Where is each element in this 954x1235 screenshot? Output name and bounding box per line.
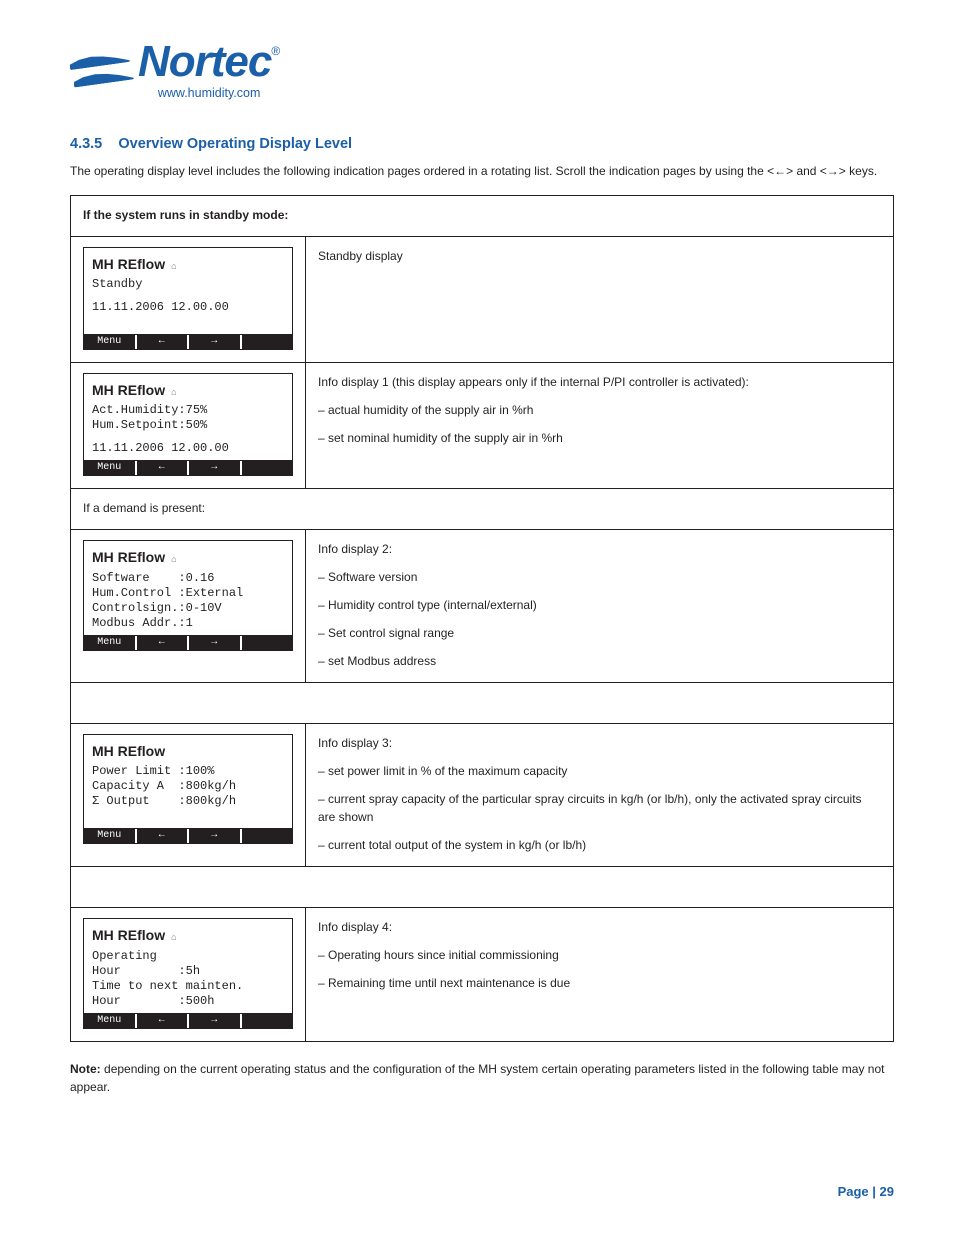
left-button[interactable]: ← xyxy=(137,461,190,475)
right-button[interactable]: → xyxy=(189,636,242,650)
lcd-screen: MH REflow ⌂ Act.Humidity:75% Hum.Setpoin… xyxy=(83,373,293,477)
screen-description: Info display 4: – Operating hours since … xyxy=(306,908,894,1042)
lcd-line: Act.Humidity:75% xyxy=(92,403,284,418)
lcd-line: Hum.Setpoint:50% xyxy=(92,418,284,433)
lcd-line: Hum.Control :External xyxy=(92,586,284,601)
lcd-line: Σ Output :800kg/h xyxy=(92,794,284,809)
section-heading: 4.3.5 Overview Operating Display Level xyxy=(70,136,894,152)
lcd-line: Power Limit :100% xyxy=(92,764,284,779)
screen-description: Info display 1 (this display appears onl… xyxy=(306,362,894,489)
screen-description: Info display 3: – set power limit in % o… xyxy=(306,724,894,867)
right-button[interactable]: → xyxy=(189,461,242,475)
lcd-title: MH REflow xyxy=(92,254,165,275)
blank-row xyxy=(71,867,894,908)
logo-url: www.humidity.com xyxy=(138,86,280,100)
section-title: Overview Operating Display Level xyxy=(118,136,352,152)
lcd-line: Controlsign.:0-10V xyxy=(92,601,284,616)
blank-row xyxy=(71,683,894,724)
lcd-line: Standby xyxy=(92,277,284,292)
lcd-title: MH REflow xyxy=(92,925,165,946)
brand-logo: Nortec® www.humidity.com xyxy=(70,40,894,100)
note-body: depending on the current operating statu… xyxy=(70,1062,884,1095)
screen-description: Info display 2: – Software version – Hum… xyxy=(306,530,894,683)
antenna-icon: ⌂ xyxy=(171,931,176,947)
left-button[interactable]: ← xyxy=(137,1014,190,1028)
menu-button[interactable]: Menu xyxy=(84,335,137,349)
blank-button xyxy=(242,461,293,475)
logo-text: Nortec xyxy=(138,37,271,86)
antenna-icon: ⌂ xyxy=(171,260,176,276)
menu-button[interactable]: Menu xyxy=(84,829,137,843)
lcd-line: Modbus Addr.:1 xyxy=(92,616,284,631)
lcd-screen: MH REflow Power Limit :100% Capacity A :… xyxy=(83,734,293,844)
lcd-line: Hour :5h xyxy=(92,964,284,979)
menu-button[interactable]: Menu xyxy=(84,1014,137,1028)
lcd-spacer xyxy=(92,809,284,824)
lcd-title: MH REflow xyxy=(92,741,165,762)
screen-description: Standby display xyxy=(306,236,894,362)
right-button[interactable]: → xyxy=(189,829,242,843)
antenna-icon: ⌂ xyxy=(171,553,176,569)
note-block: Note: depending on the current operating… xyxy=(70,1060,894,1097)
left-button[interactable]: ← xyxy=(137,636,190,650)
section-description: The operating display level includes the… xyxy=(70,162,894,181)
lcd-screen: MH REflow ⌂ Standby 11.11.2006 12.00.00 … xyxy=(83,247,293,350)
lcd-screen: MH REflow ⌂ Software :0.16 Hum.Control :… xyxy=(83,540,293,651)
left-button[interactable]: ← xyxy=(137,335,190,349)
lcd-line: Capacity A :800kg/h xyxy=(92,779,284,794)
left-button[interactable]: ← xyxy=(137,829,190,843)
screens-table: If the system runs in standby mode: MH R… xyxy=(70,195,894,1042)
right-button[interactable]: → xyxy=(189,335,242,349)
antenna-icon: ⌂ xyxy=(171,386,176,402)
blank-button xyxy=(242,636,293,650)
table-subhead-demand: If a demand is present: xyxy=(71,489,894,530)
note-label: Note: xyxy=(70,1062,101,1076)
logo-waves-icon xyxy=(70,40,130,84)
section-number: 4.3.5 xyxy=(70,136,102,152)
lcd-line: Time to next mainten. xyxy=(92,979,284,994)
lcd-screen: MH REflow ⌂ Operating Hour :5h Time to n… xyxy=(83,918,293,1029)
lcd-line: Hour :500h xyxy=(92,994,284,1009)
registered-symbol: ® xyxy=(271,44,280,58)
lcd-title: MH REflow xyxy=(92,547,165,568)
lcd-timestamp: 11.11.2006 12.00.00 xyxy=(92,300,284,315)
menu-button[interactable]: Menu xyxy=(84,461,137,475)
menu-button[interactable]: Menu xyxy=(84,636,137,650)
blank-button xyxy=(242,1014,293,1028)
lcd-timestamp: 11.11.2006 12.00.00 xyxy=(92,441,284,456)
page-label: Page | 29 xyxy=(838,1184,894,1199)
lcd-line: Software :0.16 xyxy=(92,571,284,586)
blank-button xyxy=(242,829,293,843)
blank-button xyxy=(242,335,293,349)
right-button[interactable]: → xyxy=(189,1014,242,1028)
lcd-title: MH REflow xyxy=(92,380,165,401)
lcd-line: Operating xyxy=(92,949,284,964)
table-head-standby: If the system runs in standby mode: xyxy=(71,195,894,236)
